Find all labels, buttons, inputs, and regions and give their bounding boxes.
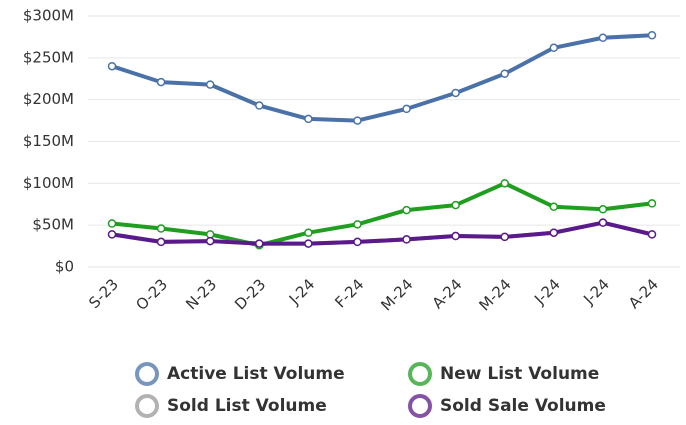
legend-label: Sold List Volume	[167, 396, 327, 416]
data-point	[156, 224, 166, 233]
data-point	[647, 30, 657, 40]
x-tick-label: M-24	[476, 275, 515, 314]
legend-label: New List Volume	[440, 364, 599, 384]
data-point	[353, 237, 362, 247]
data-point	[451, 231, 460, 241]
x-tick-label: J-24	[530, 275, 564, 309]
data-point	[402, 104, 411, 114]
data-point	[304, 239, 313, 248]
data-point	[598, 33, 608, 43]
legend-marker	[135, 394, 159, 418]
series-line	[111, 181, 653, 248]
data-point	[500, 69, 509, 78]
data-point	[549, 228, 559, 237]
data-point	[304, 228, 313, 237]
data-point	[205, 80, 215, 89]
data-point	[549, 43, 559, 53]
y-tick-label: $200M	[23, 90, 74, 108]
x-tick-label: A-24	[429, 275, 466, 312]
data-point	[598, 218, 608, 227]
x-tick-label: F-24	[331, 275, 367, 311]
y-tick-label: $150M	[23, 132, 74, 150]
series-line	[111, 33, 653, 123]
data-point	[598, 205, 608, 214]
data-point	[156, 77, 166, 87]
data-point	[451, 200, 460, 210]
y-tick-label: $0	[55, 258, 74, 276]
x-tick-label: S-23	[85, 275, 122, 312]
data-point	[402, 235, 411, 244]
legend-label: Active List Volume	[167, 364, 345, 384]
y-tick-label: $300M	[23, 7, 74, 25]
data-point	[353, 116, 362, 125]
x-tick-label: O-23	[132, 275, 171, 314]
series-line	[111, 220, 653, 246]
y-tick-label: $250M	[23, 48, 74, 66]
data-point	[402, 205, 411, 215]
data-point	[255, 101, 264, 110]
legend-label: Sold Sale Volume	[440, 396, 606, 416]
data-point	[500, 179, 509, 188]
x-tick-label: J-24	[285, 275, 319, 309]
legend-marker	[135, 362, 159, 386]
data-point	[549, 202, 559, 212]
data-point	[353, 220, 362, 229]
legend-marker	[408, 362, 432, 386]
data-point	[107, 219, 117, 228]
data-point	[205, 236, 215, 246]
data-point	[451, 88, 460, 98]
y-tick-label: $50M	[32, 216, 74, 234]
x-tick-label: N-23	[182, 275, 220, 313]
x-tick-label: D-23	[231, 275, 269, 313]
y-tick-label: $100M	[23, 174, 74, 192]
data-point	[107, 230, 117, 239]
data-point	[107, 61, 117, 71]
x-tick-label: M-24	[377, 275, 416, 314]
data-point	[647, 230, 657, 239]
data-point	[500, 232, 509, 242]
data-point	[304, 114, 313, 124]
data-point	[647, 199, 657, 208]
data-point	[156, 237, 166, 247]
legend-marker	[408, 394, 432, 418]
x-tick-label: A-24	[625, 275, 662, 312]
x-tick-label: J-24	[579, 275, 613, 309]
data-point	[255, 239, 264, 248]
